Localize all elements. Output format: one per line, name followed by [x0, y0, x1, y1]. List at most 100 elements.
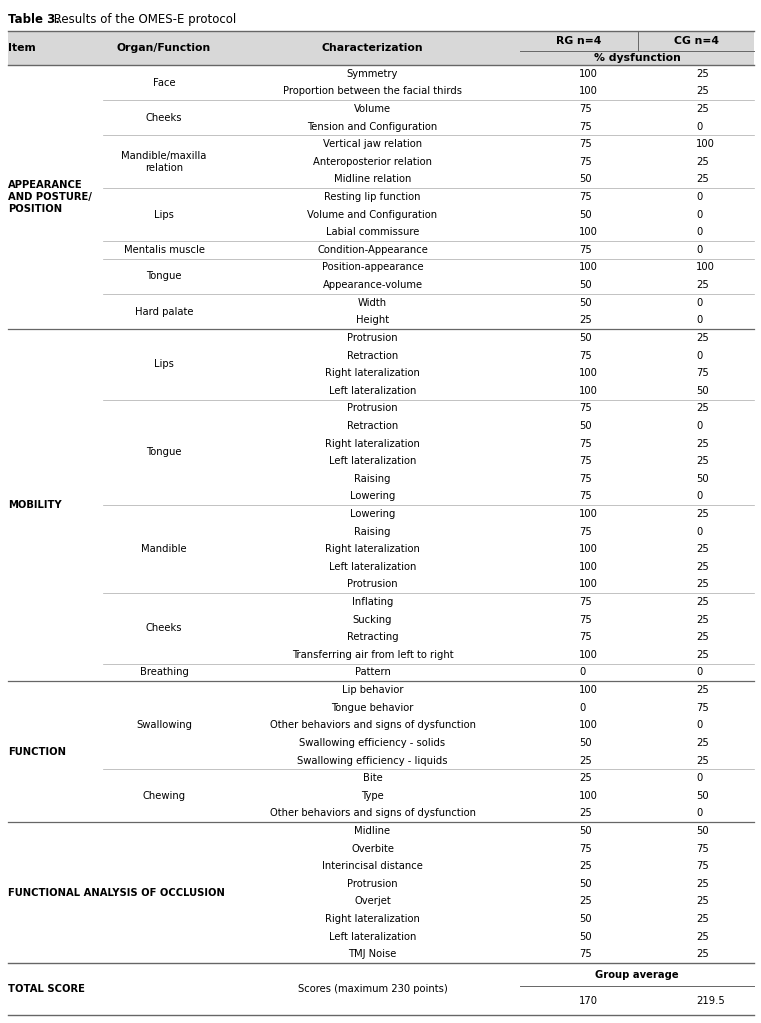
Text: Results of the OMES-E protocol: Results of the OMES-E protocol — [50, 13, 236, 26]
Text: Position-appearance: Position-appearance — [322, 263, 423, 272]
Text: Mandible/maxilla
relation: Mandible/maxilla relation — [121, 151, 207, 173]
Text: 0: 0 — [579, 667, 585, 677]
Text: 100: 100 — [579, 685, 598, 695]
Text: Chewing: Chewing — [142, 791, 186, 801]
Text: 50: 50 — [696, 386, 708, 396]
Text: 50: 50 — [579, 738, 591, 748]
Text: 219.5: 219.5 — [696, 995, 724, 1006]
Text: Retraction: Retraction — [347, 420, 398, 431]
Text: 0: 0 — [579, 703, 585, 713]
Text: 100: 100 — [579, 69, 598, 79]
Text: Retraction: Retraction — [347, 351, 398, 360]
Text: Transferring air from left to right: Transferring air from left to right — [291, 650, 454, 660]
Text: TMJ Noise: TMJ Noise — [349, 949, 396, 960]
Text: 100: 100 — [696, 263, 715, 272]
Text: 0: 0 — [696, 210, 702, 220]
Text: 25: 25 — [696, 579, 708, 589]
Text: Left lateralization: Left lateralization — [329, 456, 416, 466]
Text: 75: 75 — [579, 139, 592, 149]
Text: 25: 25 — [696, 615, 708, 625]
Text: Face: Face — [153, 78, 175, 88]
Text: Raising: Raising — [355, 527, 390, 537]
Text: 25: 25 — [579, 808, 592, 818]
Text: 75: 75 — [579, 244, 592, 255]
Text: Interincisal distance: Interincisal distance — [322, 861, 423, 872]
Text: 0: 0 — [696, 244, 702, 255]
Text: Cheeks: Cheeks — [146, 113, 182, 123]
Text: 0: 0 — [696, 298, 702, 308]
Text: 25: 25 — [579, 756, 592, 765]
Text: 25: 25 — [579, 773, 592, 784]
Text: Symmetry: Symmetry — [347, 69, 398, 79]
Text: Swallowing: Swallowing — [136, 720, 192, 730]
Text: Bite: Bite — [363, 773, 382, 784]
Text: 25: 25 — [696, 896, 708, 906]
Text: 75: 75 — [696, 703, 708, 713]
Text: Midline relation: Midline relation — [334, 175, 411, 184]
Text: Protrusion: Protrusion — [347, 879, 398, 889]
Text: 25: 25 — [579, 861, 592, 872]
Text: 25: 25 — [696, 69, 708, 79]
Text: 0: 0 — [696, 667, 702, 677]
Text: 25: 25 — [696, 175, 708, 184]
Text: Labial commissure: Labial commissure — [326, 227, 419, 237]
Text: APPEARANCE
AND POSTURE/
POSITION: APPEARANCE AND POSTURE/ POSITION — [8, 180, 92, 214]
Text: 25: 25 — [696, 879, 708, 889]
Text: 50: 50 — [579, 826, 591, 836]
Text: 50: 50 — [579, 210, 591, 220]
Text: 0: 0 — [696, 808, 702, 818]
Text: 25: 25 — [696, 562, 708, 572]
Text: Breathing: Breathing — [139, 667, 189, 677]
Text: 25: 25 — [696, 509, 708, 519]
Text: Item: Item — [8, 43, 36, 53]
Text: 25: 25 — [696, 932, 708, 941]
Text: 75: 75 — [696, 368, 708, 379]
Text: 100: 100 — [579, 791, 598, 801]
Text: Scores (maximum 230 points): Scores (maximum 230 points) — [298, 984, 447, 994]
Text: 75: 75 — [579, 439, 592, 448]
Text: Lips: Lips — [154, 359, 174, 369]
Text: 100: 100 — [579, 720, 598, 730]
Text: 50: 50 — [696, 474, 708, 484]
Text: 25: 25 — [579, 315, 592, 325]
Text: Tongue behavior: Tongue behavior — [331, 703, 414, 713]
Text: Protrusion: Protrusion — [347, 579, 398, 589]
Text: Sucking: Sucking — [353, 615, 392, 625]
Text: 100: 100 — [579, 86, 598, 96]
Text: Left lateralization: Left lateralization — [329, 932, 416, 941]
Text: Volume: Volume — [354, 104, 391, 114]
Text: FUNCTION: FUNCTION — [8, 747, 66, 757]
Text: 100: 100 — [579, 509, 598, 519]
Text: 75: 75 — [579, 456, 592, 466]
Text: 75: 75 — [696, 861, 708, 872]
Text: 50: 50 — [696, 791, 708, 801]
Text: 25: 25 — [579, 896, 592, 906]
Text: Resting lip function: Resting lip function — [324, 192, 421, 203]
Text: 75: 75 — [579, 104, 592, 114]
Text: 75: 75 — [579, 491, 592, 501]
Text: Tongue: Tongue — [146, 271, 182, 281]
Text: 25: 25 — [696, 280, 708, 291]
Text: Lip behavior: Lip behavior — [342, 685, 403, 695]
Text: 100: 100 — [579, 579, 598, 589]
Text: 0: 0 — [696, 773, 702, 784]
Text: 25: 25 — [696, 597, 708, 607]
Text: 75: 75 — [579, 949, 592, 960]
Text: RG n=4: RG n=4 — [556, 36, 602, 46]
Text: Protrusion: Protrusion — [347, 332, 398, 343]
Text: 75: 75 — [579, 122, 592, 132]
Text: 25: 25 — [696, 403, 708, 413]
Text: 25: 25 — [696, 157, 708, 167]
Text: 0: 0 — [696, 720, 702, 730]
Text: 75: 75 — [579, 615, 592, 625]
Text: Organ/Function: Organ/Function — [117, 43, 211, 53]
Text: 25: 25 — [696, 86, 708, 96]
Text: 75: 75 — [579, 192, 592, 203]
Text: 0: 0 — [696, 192, 702, 203]
Text: Height: Height — [356, 315, 389, 325]
Text: 170: 170 — [579, 995, 598, 1006]
Text: MOBILITY: MOBILITY — [8, 500, 62, 510]
Text: Characterization: Characterization — [322, 43, 423, 53]
Text: 50: 50 — [579, 298, 591, 308]
Text: 25: 25 — [696, 685, 708, 695]
